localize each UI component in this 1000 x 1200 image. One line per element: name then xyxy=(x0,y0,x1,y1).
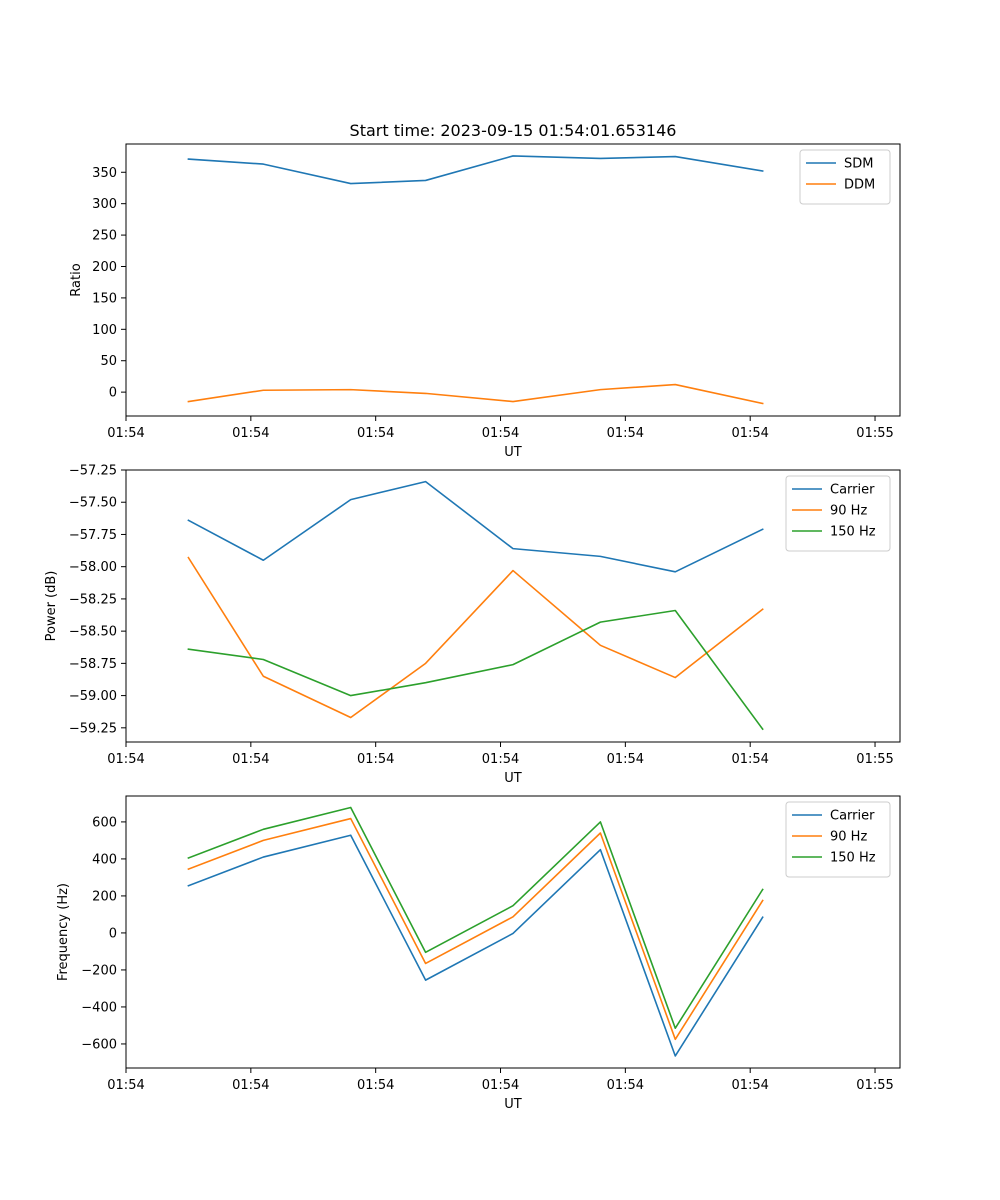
ratio-x-tick-label: 01:54 xyxy=(731,426,768,441)
ratio-y-tick-label: 250 xyxy=(92,229,117,244)
chart-title: Start time: 2023-09-15 01:54:01.653146 xyxy=(350,121,677,140)
ratio-x-tick-label: 01:54 xyxy=(107,426,144,441)
frequency-y-tick-label: 400 xyxy=(92,852,117,867)
ratio-y-tick-label: 150 xyxy=(92,291,117,306)
frequency-y-axis-label: Frequency (Hz) xyxy=(56,883,71,981)
ratio-y-axis-label: Ratio xyxy=(69,263,84,296)
power-legend-label-90-hz: 90 Hz xyxy=(830,504,867,519)
ratio-y-tick-label: 200 xyxy=(92,260,117,275)
frequency-series-90-hz-line xyxy=(187,817,764,1041)
ratio-legend: SDM DDM xyxy=(799,149,891,205)
power-y-tick-label: −58.25 xyxy=(69,592,117,607)
power-series-carrier-line xyxy=(187,480,764,573)
power-y-tick-label: −57.50 xyxy=(69,496,117,511)
power-y-tick-label: −59.25 xyxy=(69,721,117,736)
power-y-tick-label: −57.75 xyxy=(69,528,117,543)
frequency-y-tick-label: −400 xyxy=(81,1000,117,1015)
power-series-150-hz-line xyxy=(187,609,764,731)
power-legend-label-carrier: Carrier xyxy=(830,483,875,498)
power-x-tick-label: 01:54 xyxy=(357,752,394,767)
power-legend: Carrier 90 Hz 150 Hz xyxy=(785,475,891,552)
frequency-series-carrier-line xyxy=(187,834,764,1057)
ratio-x-tick-label: 01:55 xyxy=(856,426,893,441)
frequency-y-tick-label: 600 xyxy=(92,815,117,830)
power-y-tick-label: −58.00 xyxy=(69,560,117,575)
frequency-y-tick-label: 0 xyxy=(109,926,117,941)
frequency-y-tick-label: 200 xyxy=(92,889,117,904)
ratio-series-ddm-line xyxy=(187,383,764,405)
frequency-legend: Carrier 90 Hz 150 Hz xyxy=(785,801,891,878)
ratio-x-tick-label: 01:54 xyxy=(357,426,394,441)
power-y-tick-label: −59.00 xyxy=(69,689,117,704)
frequency-legend-label-carrier: Carrier xyxy=(830,809,875,824)
power-series-90-hz-line xyxy=(187,556,764,719)
frequency-x-tick-label: 01:54 xyxy=(357,1078,394,1093)
ratio-y-tick-label: 50 xyxy=(100,354,117,369)
ratio-x-tick-label: 01:54 xyxy=(607,426,644,441)
power-x-axis-label: UT xyxy=(504,771,522,786)
power-axes-frame xyxy=(125,469,901,743)
frequency-x-tick-label: 01:54 xyxy=(107,1078,144,1093)
ratio-y-tick-label: 100 xyxy=(92,323,117,338)
power-x-tick-label: 01:54 xyxy=(232,752,269,767)
power-x-tick-label: 01:55 xyxy=(856,752,893,767)
power-legend-box xyxy=(785,475,891,552)
ratio-y-tick-label: 300 xyxy=(92,197,117,212)
frequency-x-tick-label: 01:54 xyxy=(731,1078,768,1093)
ratio-series-sdm-line xyxy=(187,155,764,185)
power-y-tick-label: −58.75 xyxy=(69,657,117,672)
frequency-y-tick-label: −600 xyxy=(81,1037,117,1052)
frequency-series-150-hz-line xyxy=(187,806,764,1030)
power-x-tick-label: 01:54 xyxy=(482,752,519,767)
frequency-y-tick-label: −200 xyxy=(81,963,117,978)
frequency-x-tick-label: 01:54 xyxy=(232,1078,269,1093)
power-legend-label-150-hz: 150 Hz xyxy=(830,525,876,540)
ratio-y-tick-label: 350 xyxy=(92,166,117,181)
frequency-axes-frame xyxy=(125,795,901,1069)
frequency-x-tick-label: 01:55 xyxy=(856,1078,893,1093)
power-y-axis-label: Power (dB) xyxy=(44,571,59,642)
power-y-tick-label: −58.50 xyxy=(69,625,117,640)
power-x-tick-label: 01:54 xyxy=(107,752,144,767)
ratio-y-tick-label: 0 xyxy=(109,386,117,401)
frequency-legend-label-90-hz: 90 Hz xyxy=(830,830,867,845)
frequency-legend-label-150-hz: 150 Hz xyxy=(830,851,876,866)
power-plot: 01:54 01:54 01:54 01:54 01:54 01:54 01:55 −59.2… xyxy=(44,464,901,786)
frequency-legend-box xyxy=(785,801,891,878)
power-x-tick-label: 01:54 xyxy=(731,752,768,767)
ratio-x-axis-label: UT xyxy=(504,445,522,460)
ratio-plot: 01:54 01:54 01:54 01:54 01:54 01:54 01:55 0 50 10… xyxy=(69,121,901,460)
ratio-legend-label-ddm: DDM xyxy=(844,178,875,193)
ratio-axes-frame xyxy=(125,143,901,417)
power-x-tick-label: 01:54 xyxy=(607,752,644,767)
frequency-x-tick-label: 01:54 xyxy=(607,1078,644,1093)
frequency-x-axis-label: UT xyxy=(504,1097,522,1112)
ratio-legend-label-sdm: SDM xyxy=(844,157,873,172)
frequency-plot: 01:54 01:54 01:54 01:54 01:54 01:54 01:55 −600 −… xyxy=(56,795,901,1112)
power-y-tick-label: −57.25 xyxy=(69,464,117,479)
ratio-x-tick-label: 01:54 xyxy=(482,426,519,441)
ratio-x-tick-label: 01:54 xyxy=(232,426,269,441)
frequency-x-tick-label: 01:54 xyxy=(482,1078,519,1093)
